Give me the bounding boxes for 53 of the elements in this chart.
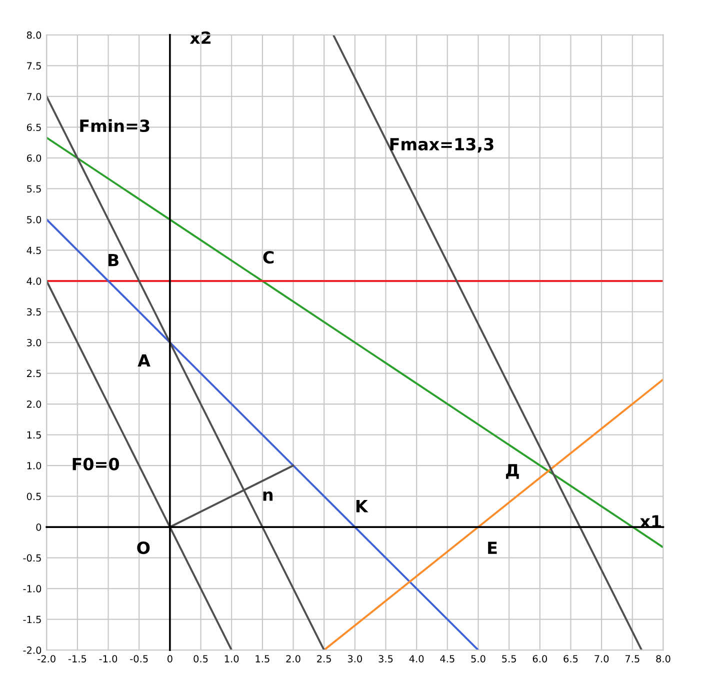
x-tick-label: 6.0 xyxy=(532,655,547,662)
x-tick-label: -1.0 xyxy=(99,655,118,662)
y-tick-label: 5.0 xyxy=(27,216,42,224)
annotation: B xyxy=(108,254,118,266)
y-tick-label: 3.0 xyxy=(27,338,42,346)
x-tick-label: 5.5 xyxy=(502,655,516,662)
x-tick-label: 8.0 xyxy=(656,655,670,662)
x-tick-label: 3.5 xyxy=(378,655,393,662)
y-tick-label: 1.0 xyxy=(27,462,42,470)
y-tick-label: 2.5 xyxy=(26,370,41,378)
y-tick-label: 0 xyxy=(36,524,42,531)
y-tick-label: 6.0 xyxy=(26,154,42,162)
y-tick-label: -0.5 xyxy=(23,554,41,562)
y-tick-label: 2.0 xyxy=(26,400,42,408)
y-tick-label: 6.5 xyxy=(26,124,41,132)
x-tick-label: 2.5 xyxy=(317,655,331,662)
x-tick-label: 0 xyxy=(167,655,172,662)
y-tick-label: 0.5 xyxy=(26,492,41,500)
annotation: K xyxy=(356,500,368,512)
x-tick-label: 5.0 xyxy=(471,655,486,662)
annotation: E xyxy=(488,542,497,554)
x-tick-label: 4.5 xyxy=(440,655,454,662)
y-tick-label: 7.5 xyxy=(27,62,41,70)
y-tick-label: 1.5 xyxy=(27,431,41,439)
x-tick-label: 6.5 xyxy=(564,655,578,662)
annotation: F0=0 xyxy=(72,458,120,470)
x-tick-label: 0.5 xyxy=(194,655,208,662)
x-tick-label: -0.5 xyxy=(130,655,148,662)
y-tick-label: -1.5 xyxy=(23,616,41,624)
x-tick-label: -1.5 xyxy=(68,655,86,662)
x-tick-label: 7.0 xyxy=(594,655,609,662)
x-tick-label: 2.0 xyxy=(286,655,300,662)
y-tick-label: 7.0 xyxy=(27,92,42,100)
y-tick-label: 5.5 xyxy=(27,185,41,193)
y-tick-label: 4.0 xyxy=(26,277,42,285)
x-tick-label: 3.0 xyxy=(348,655,362,662)
annotation: Д xyxy=(506,464,519,479)
annotation: C xyxy=(263,251,274,264)
y-tick-label: -2.0 xyxy=(23,646,42,654)
y-tick-label: 4.5 xyxy=(26,246,41,254)
x-tick-label: 1.5 xyxy=(256,655,270,662)
annotation: O xyxy=(137,541,150,554)
x-tick-label: 4.0 xyxy=(409,655,424,662)
y-tick-label: 3.5 xyxy=(27,308,41,316)
y-tick-label: 8.0 xyxy=(26,31,42,39)
annotation: n xyxy=(263,491,273,501)
annotation: Fmax=13,3 xyxy=(390,138,494,153)
x-tick-label: 1.0 xyxy=(224,655,239,662)
x-tick-label: 7.5 xyxy=(625,655,640,662)
y-tick-label: -1.0 xyxy=(23,585,42,592)
annotation: A xyxy=(138,354,150,367)
x-tick-label: -2.0 xyxy=(38,655,56,662)
annotation: Fmin=3 xyxy=(80,119,150,132)
